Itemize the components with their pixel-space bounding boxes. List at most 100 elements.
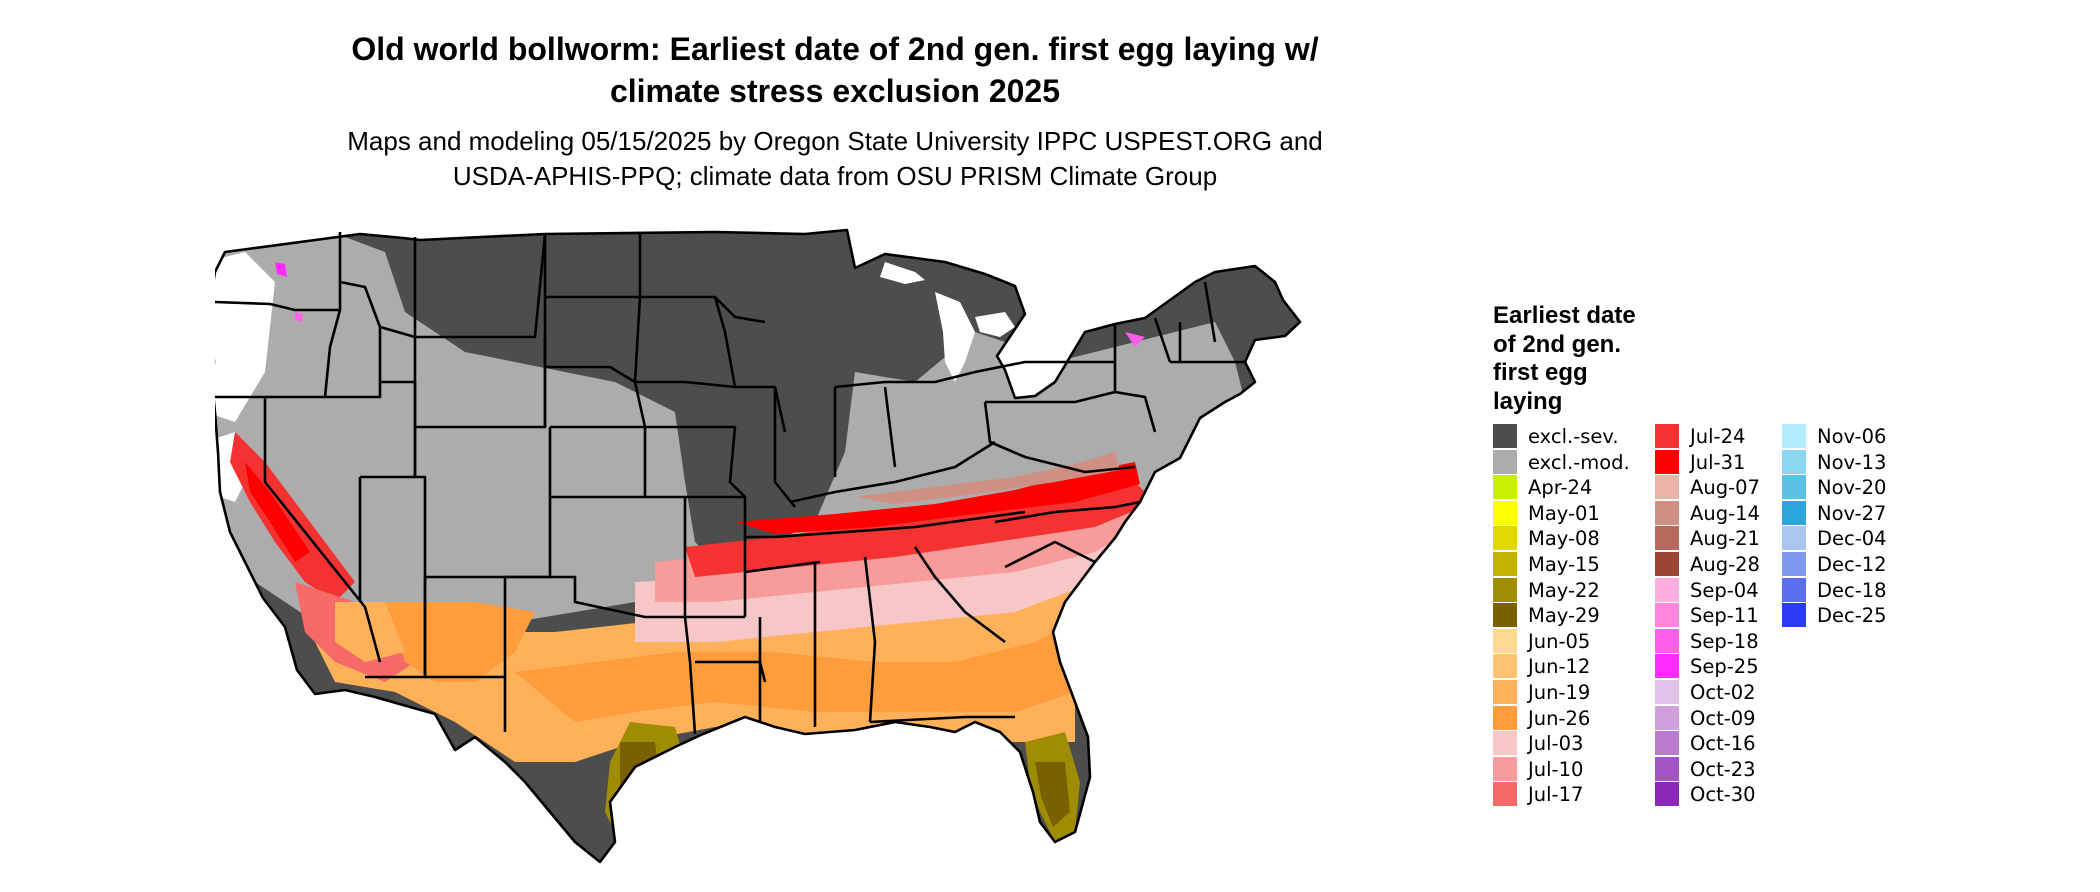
legend-item: Nov-20: [1782, 475, 1942, 501]
legend-swatch: [1655, 628, 1679, 653]
legend-swatch: [1655, 424, 1679, 448]
legend-swatch: [1493, 500, 1517, 525]
legend-swatch: [1655, 526, 1679, 551]
legend-label: Aug-28: [1690, 552, 1760, 576]
legend-label: Sep-11: [1690, 604, 1759, 628]
legend-item: May-01: [1493, 500, 1653, 527]
legend-column-2: Jul-24 Jul-31 Aug-07 Aug-14 Aug-21 Aug-28 Sep-…: [1655, 424, 1815, 808]
legend-label: Sep-25: [1690, 655, 1759, 679]
legend-swatch: [1493, 603, 1517, 628]
legend-swatch: [1655, 679, 1679, 704]
legend-column-3: Nov-06 Nov-13 Nov-20 Nov-27 Dec-04 Dec-12 Dec-…: [1782, 424, 1942, 629]
legend-label: Nov-27: [1817, 501, 1887, 525]
legend-item: May-29: [1493, 603, 1653, 629]
legend-label: Dec-25: [1817, 604, 1887, 628]
legend-swatch: [1493, 731, 1517, 756]
legend-item: Oct-30: [1655, 782, 1815, 808]
raster-layer: [215, 230, 1300, 862]
legend-label: Oct-23: [1690, 757, 1756, 781]
legend-item: Jul-17: [1493, 782, 1653, 808]
legend-item: Oct-16: [1655, 731, 1815, 757]
legend-label: Jul-03: [1528, 732, 1584, 756]
legend-swatch: [1782, 475, 1806, 500]
legend-swatch: [1655, 654, 1679, 679]
legend-swatch: [1493, 654, 1517, 679]
legend-item: Nov-27: [1782, 500, 1942, 527]
legend-item: excl.-sev.: [1493, 424, 1653, 450]
legend-swatch: [1782, 551, 1806, 576]
legend-swatch: [1493, 628, 1517, 653]
legend-swatch: [1782, 424, 1806, 448]
legend-label: Jul-31: [1690, 450, 1746, 474]
legend-label: excl.-sev.: [1528, 425, 1619, 448]
legend-swatch: [1782, 603, 1806, 628]
map-subtitle: Maps and modeling 05/15/2025 by Oregon S…: [250, 124, 1420, 194]
legend-swatch: [1655, 603, 1679, 628]
legend-item: Jun-26: [1493, 705, 1653, 732]
legend-item: Aug-14: [1655, 500, 1815, 527]
legend-item: Jul-03: [1493, 731, 1653, 757]
legend-item: Nov-06: [1782, 424, 1942, 450]
legend-label: excl.-mod.: [1528, 450, 1630, 474]
legend-item: excl.-mod.: [1493, 449, 1653, 476]
legend-swatch: [1782, 449, 1806, 474]
legend-item: Aug-28: [1655, 551, 1815, 578]
legend-swatch: [1493, 449, 1517, 474]
legend-item: Aug-21: [1655, 526, 1815, 552]
legend-label: Jul-17: [1528, 783, 1584, 807]
legend-item: Sep-18: [1655, 628, 1815, 655]
legend-swatch: [1493, 526, 1517, 551]
legend-item: Dec-04: [1782, 526, 1942, 552]
legend-item: Oct-02: [1655, 679, 1815, 706]
legend-swatch: [1493, 551, 1517, 576]
legend-label: Oct-09: [1690, 706, 1756, 730]
legend-swatch: [1782, 500, 1806, 525]
legend-label: Jun-12: [1528, 655, 1591, 679]
legend-label: Aug-14: [1690, 501, 1760, 525]
legend-item: Dec-12: [1782, 551, 1942, 578]
legend-swatch: [1655, 731, 1679, 756]
legend-title-line: first egg: [1493, 359, 1588, 386]
legend-swatch: [1655, 577, 1679, 602]
legend-item: Sep-25: [1655, 654, 1815, 680]
state-borders: [215, 228, 1302, 864]
legend-item: May-08: [1493, 526, 1653, 552]
legend-label: Dec-12: [1817, 552, 1887, 576]
legend-label: Aug-21: [1690, 527, 1760, 551]
subtitle-line-1: Maps and modeling 05/15/2025 by Oregon S…: [347, 126, 1323, 156]
legend-swatch: [1493, 424, 1517, 448]
subtitle-line-2: USDA-APHIS-PPQ; climate data from OSU PR…: [452, 161, 1218, 191]
legend-label: May-01: [1528, 501, 1600, 525]
legend-label: Dec-04: [1817, 527, 1887, 551]
legend-swatch: [1655, 475, 1679, 500]
legend-title: Earliest date of 2nd gen. first egg layi…: [1493, 302, 1693, 416]
legend-item: Jul-24: [1655, 424, 1815, 450]
legend-swatch: [1493, 577, 1517, 602]
legend-label: Nov-06: [1817, 425, 1887, 448]
legend-item: Oct-23: [1655, 756, 1815, 783]
legend-label: Dec-18: [1817, 578, 1887, 602]
legend-swatch: [1493, 679, 1517, 704]
title-line-2: climate stress exclusion 2025: [609, 73, 1061, 109]
legend-swatch: [1782, 526, 1806, 551]
legend-swatch: [1493, 782, 1517, 807]
legend-item: Aug-07: [1655, 475, 1815, 501]
legend-item: Dec-25: [1782, 603, 1942, 629]
legend-label: Nov-13: [1817, 450, 1887, 474]
legend-title-line: laying: [1493, 387, 1563, 415]
legend-label: Jun-19: [1528, 680, 1591, 704]
legend-label: Oct-02: [1690, 680, 1756, 704]
legend-item: Sep-04: [1655, 577, 1815, 604]
legend-label: Aug-07: [1690, 476, 1760, 500]
legend-item: Sep-11: [1655, 603, 1815, 629]
legend-swatch: [1493, 756, 1517, 781]
legend-swatch: [1655, 449, 1679, 474]
legend-swatch: [1655, 756, 1679, 781]
legend-swatch: [1493, 475, 1517, 500]
legend-title-line: of 2nd gen.: [1493, 330, 1621, 358]
legend-label: May-08: [1528, 527, 1600, 551]
legend-item: Jul-31: [1655, 449, 1815, 476]
legend-label: Sep-18: [1690, 629, 1759, 653]
legend-swatch: [1655, 782, 1679, 807]
legend-title-line: Earliest date: [1493, 302, 1636, 329]
